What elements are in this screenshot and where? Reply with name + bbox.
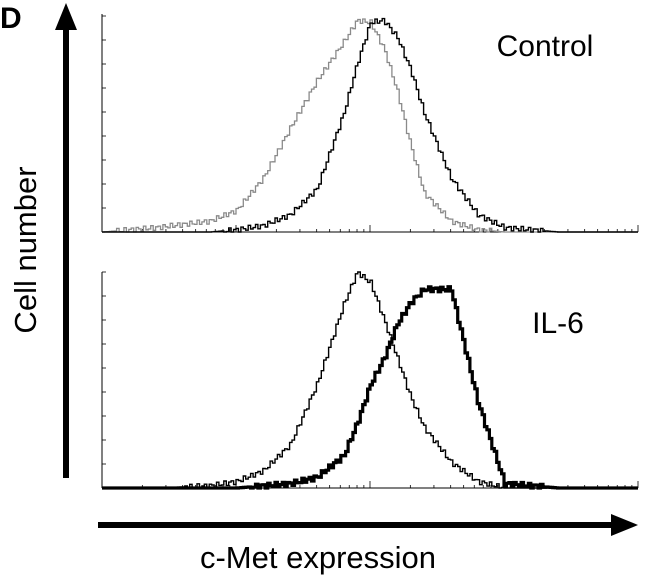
histogram-line-thin — [102, 17, 638, 233]
y-tick-group — [102, 271, 106, 465]
panel-title-control: Control — [497, 30, 594, 63]
panel-letter: D — [0, 2, 22, 35]
y-axis-arrow-head — [55, 3, 77, 30]
series-group — [102, 17, 638, 233]
x-axis-label: c-Met expression — [200, 540, 436, 575]
series-group — [102, 271, 638, 490]
histogram-panel-il6: IL-6 — [101, 271, 639, 490]
panel-title-il6: IL-6 — [532, 307, 584, 340]
histogram-panel-control: Control — [101, 14, 639, 233]
x-axis-arrow-head — [611, 514, 638, 536]
y-tick-group — [102, 15, 106, 209]
histogram-line-gray — [102, 18, 638, 233]
histogram-line-thick — [102, 285, 638, 490]
y-axis-label: Cell number — [8, 166, 43, 333]
histogram-line-thin — [102, 271, 638, 489]
